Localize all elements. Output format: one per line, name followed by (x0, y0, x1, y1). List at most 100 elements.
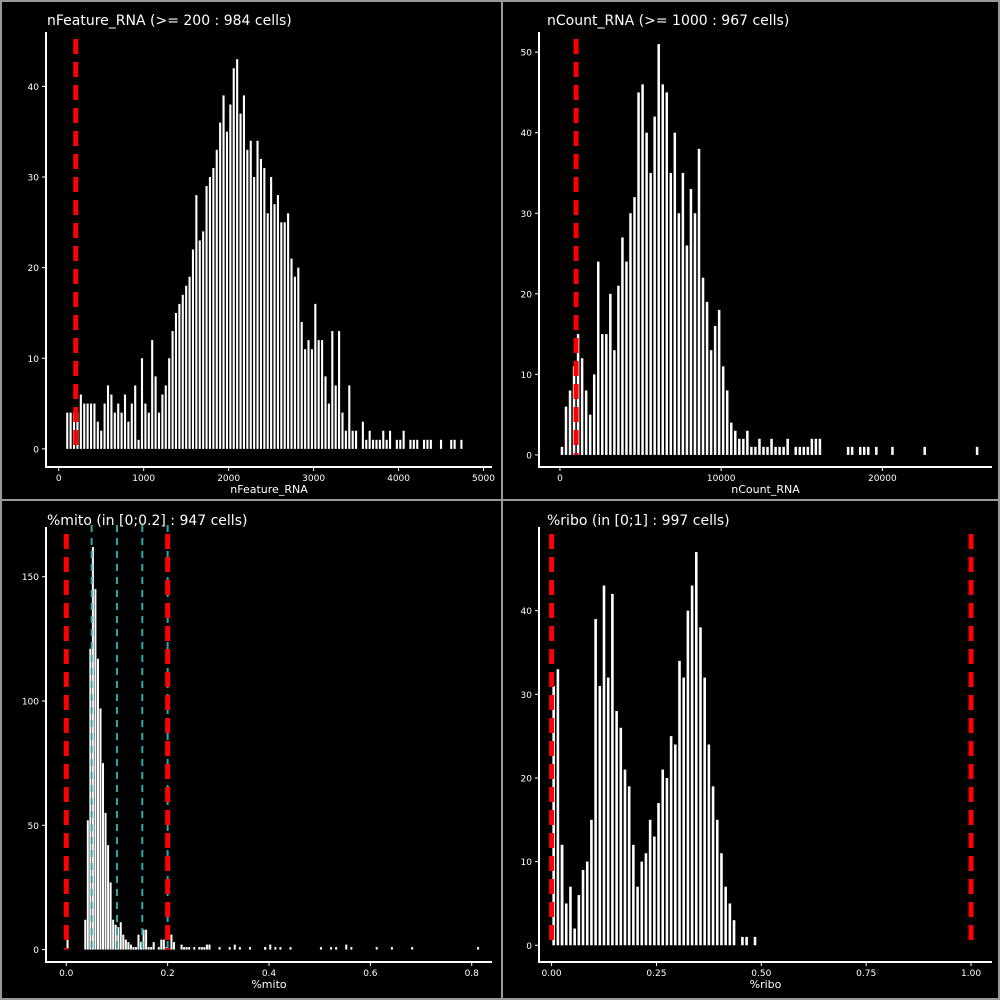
histogram-bar-67 (293, 276, 296, 449)
sparse-bar-17 (390, 947, 393, 950)
sparse-bar-1 (975, 446, 979, 455)
histogram-bar-38 (713, 326, 717, 455)
histogram-bar-23 (653, 116, 656, 455)
histogram-bar-73 (314, 303, 317, 449)
y-tick-label: 50 (521, 49, 533, 59)
x-tick-label: 5000 (472, 474, 495, 484)
histogram-bar-28 (137, 934, 140, 950)
histogram-bar-24 (147, 412, 150, 449)
histogram-bar-52 (242, 95, 245, 449)
histogram-bar-87 (361, 421, 364, 449)
histogram-bar-42 (172, 942, 175, 950)
sparse-bar-14 (345, 944, 348, 950)
histogram-bar-70 (304, 349, 307, 449)
x-tick-label: 0 (56, 474, 62, 484)
histogram-bar-34 (694, 552, 698, 946)
y-tick-label: 0 (526, 451, 532, 461)
frame-left (0, 0, 2, 1000)
histogram-bar-13 (606, 677, 610, 946)
histogram-bar-21 (645, 132, 648, 455)
histogram-bar-16 (120, 412, 123, 449)
histogram-bar-98 (399, 439, 402, 449)
histogram-bar-1 (69, 412, 72, 449)
histogram-bar-35 (701, 277, 705, 455)
histogram-bar-47 (185, 947, 188, 950)
histogram-bar-12 (602, 585, 606, 946)
histogram-bar-97 (395, 439, 398, 449)
histogram-bar-52 (198, 947, 201, 950)
sparse-bar-0 (923, 446, 926, 455)
histogram-bar-36 (188, 276, 191, 449)
histogram-bar-11 (598, 685, 602, 946)
histogram-bar-37 (160, 939, 163, 950)
histogram-bar-34 (181, 294, 184, 449)
y-tick-label: 20 (521, 774, 533, 784)
histogram-bar-32 (147, 947, 150, 950)
histogram-bar-25 (661, 84, 664, 455)
ribo-histogram: %ribo (in [0;1] : 997 cells) 0 10 20 30 40 0.0… (521, 513, 992, 991)
histogram-bar-6 (577, 895, 581, 946)
histogram-bar-51 (239, 113, 242, 449)
histogram-bar-19 (632, 844, 635, 946)
histogram-bar-60 (802, 446, 806, 455)
histogram-bar-94 (385, 439, 388, 449)
histogram-bar-15 (104, 812, 107, 950)
histogram-bar-52 (770, 438, 773, 455)
histogram-bar-18 (112, 919, 115, 950)
nfeature-histogram: nFeature_RNA (>= 200 : 984 cells) 0 10 20 30… (28, 13, 496, 496)
histogram-bar-37 (709, 350, 713, 455)
histogram-bar-17 (623, 769, 627, 946)
histogram-bar-10 (100, 430, 103, 449)
histogram-bar-45 (180, 944, 183, 950)
histogram-bar-3 (564, 903, 568, 946)
y-tick-label: 20 (28, 264, 40, 274)
y-tick-label: 30 (521, 210, 533, 220)
ncount-histogram: nCount_RNA (>= 1000 : 967 cells) 0 10 20 30 4… (521, 13, 992, 496)
sparse-bar-3 (460, 439, 463, 449)
chart-title: nFeature_RNA (>= 200 : 984 cells) (47, 13, 292, 29)
histogram-bar-14 (617, 285, 620, 455)
sparse-bar-4 (248, 947, 251, 950)
histogram-bar-66 (290, 258, 293, 449)
sparse-bar-3 (238, 947, 241, 950)
y-tick-label: 40 (521, 607, 533, 617)
mito-histogram: %mito (in [0;0.2] : 947 cells) 0 50 100 150 0… (22, 513, 492, 991)
histogram-bar-78 (875, 446, 878, 455)
histogram-bar-15 (615, 711, 618, 946)
x-tick-label: 0.6 (363, 969, 378, 979)
histogram-bar-7 (581, 869, 585, 946)
histogram-bar-36 (705, 301, 709, 455)
histogram-bar-31 (685, 245, 689, 455)
x-tick-label: 0.8 (465, 969, 480, 979)
histogram-bar-72 (850, 446, 854, 455)
x-tick-label: 4000 (387, 474, 410, 484)
histogram-bar-39 (717, 309, 721, 455)
sparse-bar-2 (453, 439, 456, 449)
histogram-bar-30 (168, 358, 171, 449)
histogram-bar-38 (711, 786, 715, 946)
y-tick-label: 40 (28, 83, 40, 93)
histogram-bar-90 (372, 439, 375, 449)
x-axis-label: nFeature_RNA (230, 483, 308, 496)
histogram-bar-59 (798, 446, 802, 455)
sparse-bar-16 (375, 947, 378, 950)
histogram-bar-32 (686, 610, 690, 946)
sparse-bar-8 (274, 947, 277, 950)
histogram-bar-41 (725, 390, 729, 455)
histogram-bar-59 (266, 213, 269, 449)
histogram-bar-48 (753, 936, 757, 946)
x-tick-label: 1000 (132, 474, 155, 484)
histogram-bar-24 (657, 44, 660, 455)
histogram-bar-68 (297, 267, 300, 449)
histogram-bar-26 (661, 769, 665, 946)
histogram-bar-39 (715, 819, 719, 946)
histogram-bar-65 (287, 213, 290, 449)
histogram-bar-91 (375, 439, 378, 449)
histogram-bar-62 (810, 438, 814, 455)
sparse-bar-11 (319, 947, 322, 950)
histogram-bar-0 (66, 939, 69, 950)
histogram-bar-13 (110, 394, 113, 449)
histogram-bar-49 (758, 438, 761, 455)
histogram-bar-76 (867, 446, 870, 455)
histogram-bar-0 (560, 446, 564, 455)
